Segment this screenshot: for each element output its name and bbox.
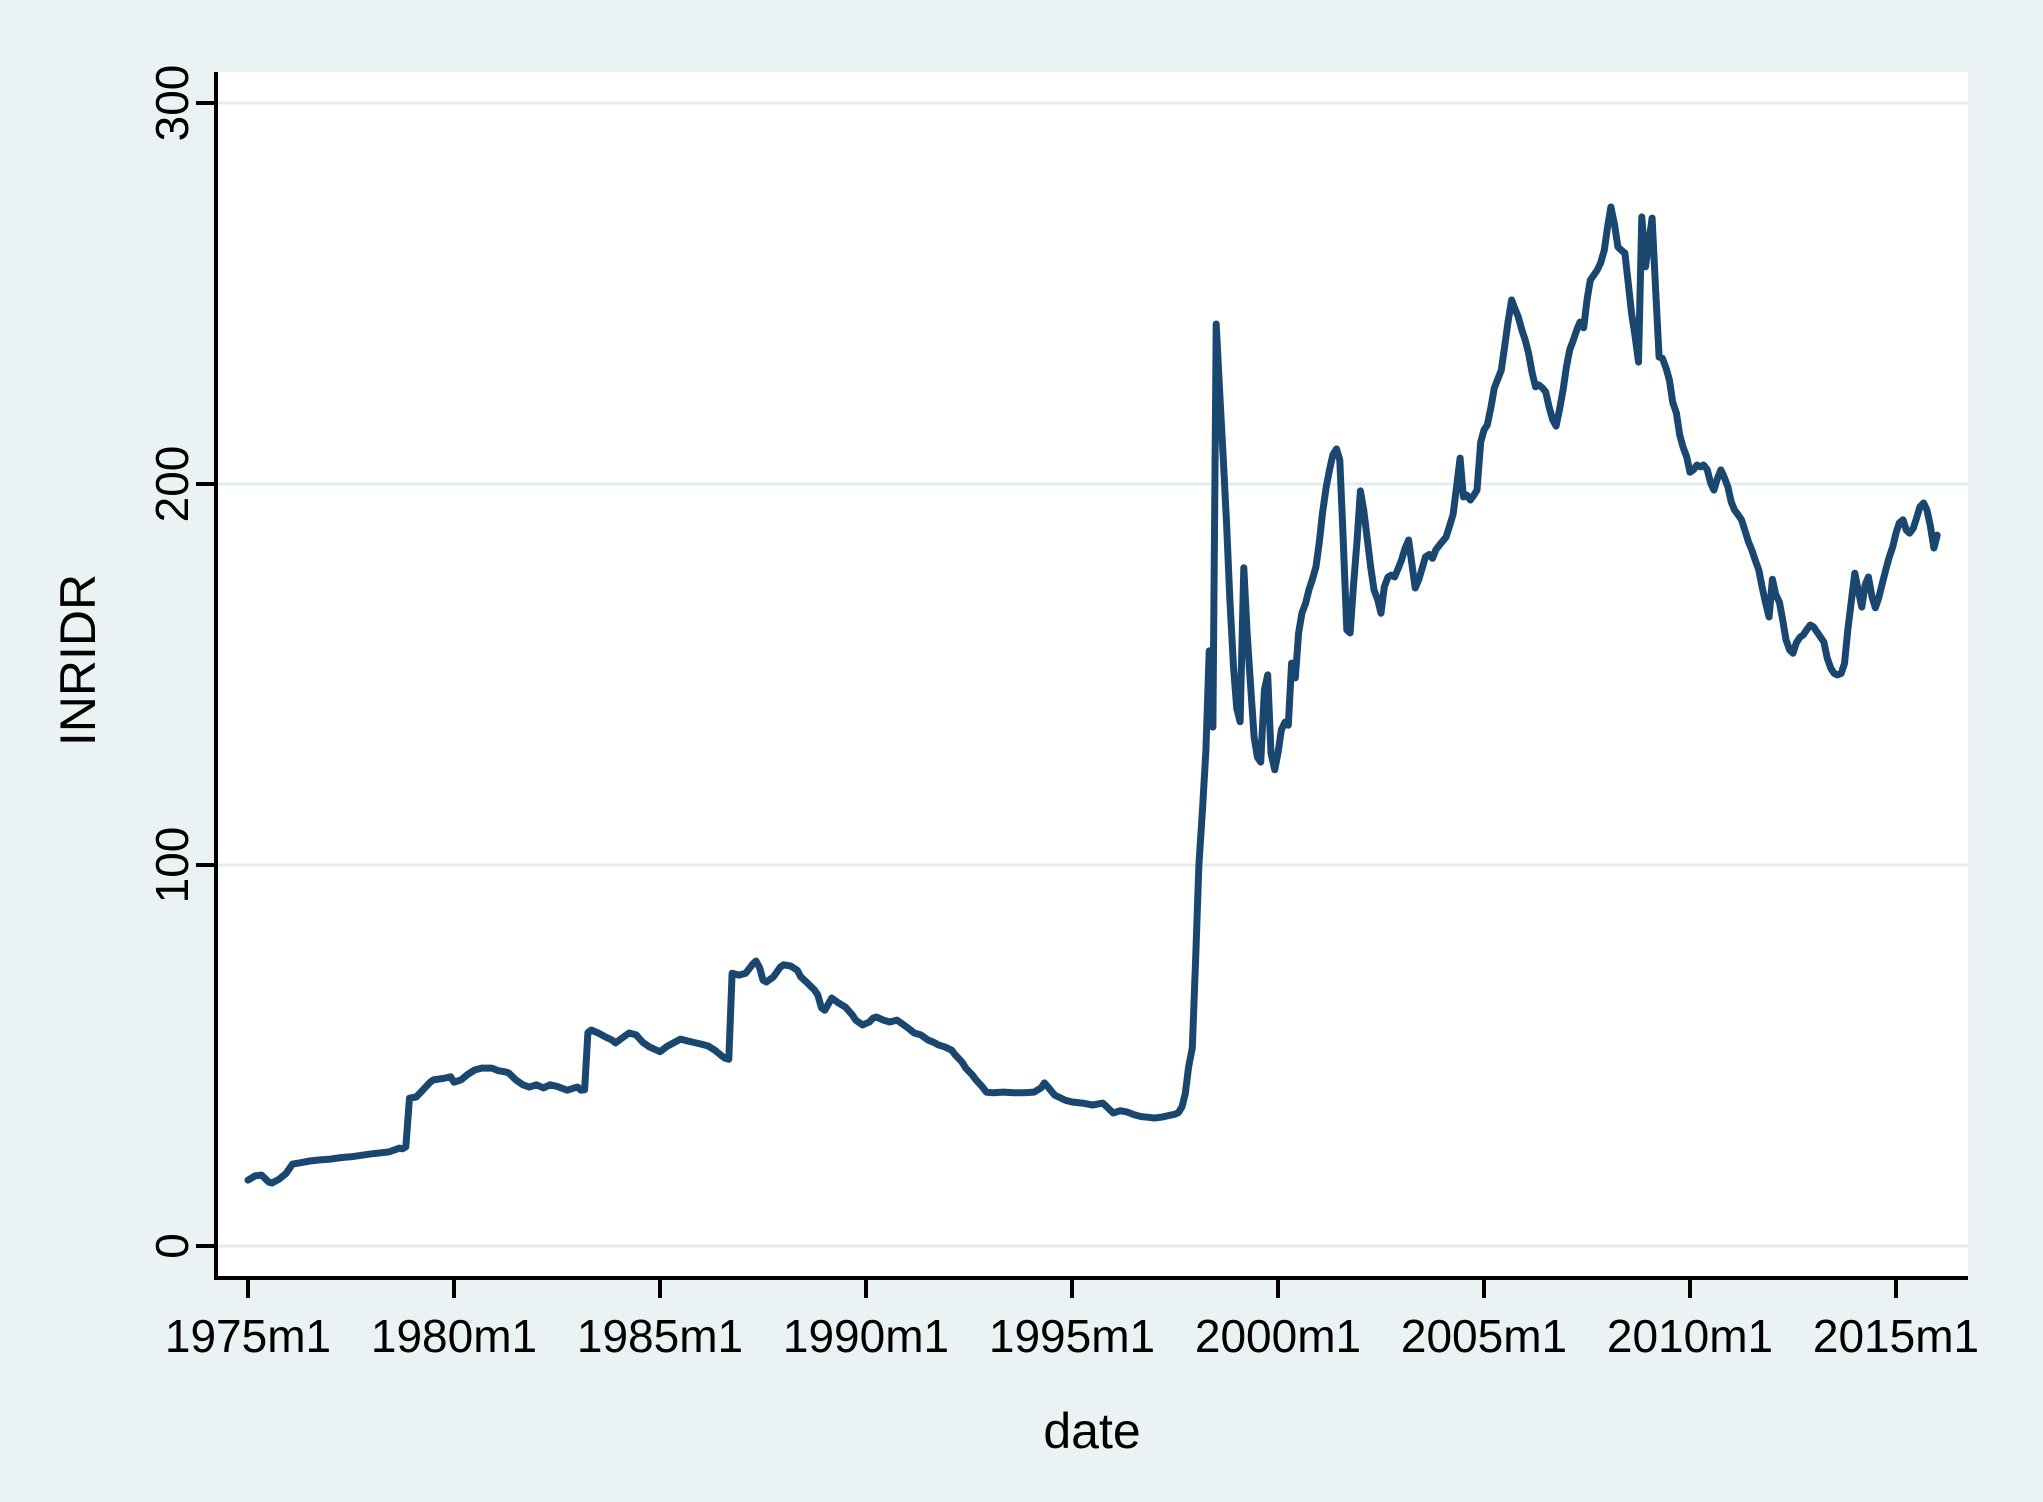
- x-tick-label: 2000m1: [1195, 1310, 1361, 1362]
- ticks: [196, 101, 1898, 1298]
- x-tick-label: 1975m1: [165, 1310, 331, 1362]
- series-line: [244, 203, 1941, 1187]
- y-tick-label: 300: [146, 65, 198, 142]
- tick-labels: 0 100 200 300 1975m1 1980m1 1985m1 1990m1 1995m1…: [146, 65, 1979, 1362]
- x-tick-label: 2005m1: [1401, 1310, 1567, 1362]
- gridlines: [216, 101, 1968, 1248]
- x-tick-label: 1980m1: [371, 1310, 537, 1362]
- x-tick-label: 1990m1: [783, 1310, 949, 1362]
- x-tick-label: 1995m1: [989, 1310, 1155, 1362]
- x-axis-title: date: [1043, 1403, 1140, 1459]
- y-tick-label: 100: [146, 827, 198, 904]
- x-tick-label: 2015m1: [1813, 1310, 1979, 1362]
- y-axis-title: INRIDR: [50, 574, 106, 746]
- x-tick-label: 2010m1: [1607, 1310, 1773, 1362]
- series-group: [244, 203, 1941, 1187]
- y-tick-label: 200: [146, 446, 198, 523]
- plot-area: [216, 72, 1968, 1278]
- axes: [214, 72, 1968, 1280]
- x-tick-label: 1985m1: [577, 1310, 743, 1362]
- y-tick-label: 0: [146, 1233, 198, 1259]
